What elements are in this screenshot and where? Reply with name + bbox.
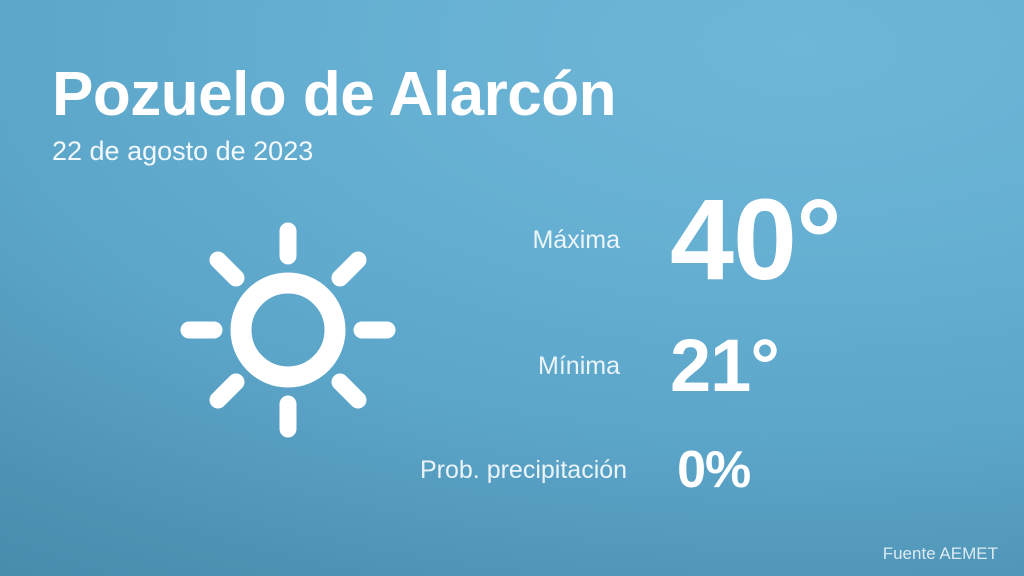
stat-row-min: Mínima 21° — [420, 310, 980, 422]
max-temp-value: 40° — [670, 175, 842, 304]
precipitation-value: 0% — [677, 441, 751, 499]
min-temp-label: Mínima — [538, 351, 620, 380]
stat-row-max: Máxima 40° — [420, 170, 980, 310]
max-temp-label: Máxima — [532, 225, 620, 254]
forecast-stats: Máxima 40° Mínima 21° Prob. precipitació… — [420, 170, 980, 518]
card-header: Pozuelo de Alarcón 22 de agosto de 2023 — [52, 60, 617, 167]
stat-row-precipitation: Prob. precipitación 0% — [420, 422, 980, 518]
forecast-date: 22 de agosto de 2023 — [52, 135, 314, 166]
precipitation-label: Prob. precipitación — [420, 455, 628, 484]
sun-icon — [176, 218, 400, 442]
city-title: Pozuelo de Alarcón — [52, 60, 617, 129]
min-temp-value: 21° — [670, 324, 780, 407]
source-attribution: Fuente AEMET — [882, 544, 998, 563]
